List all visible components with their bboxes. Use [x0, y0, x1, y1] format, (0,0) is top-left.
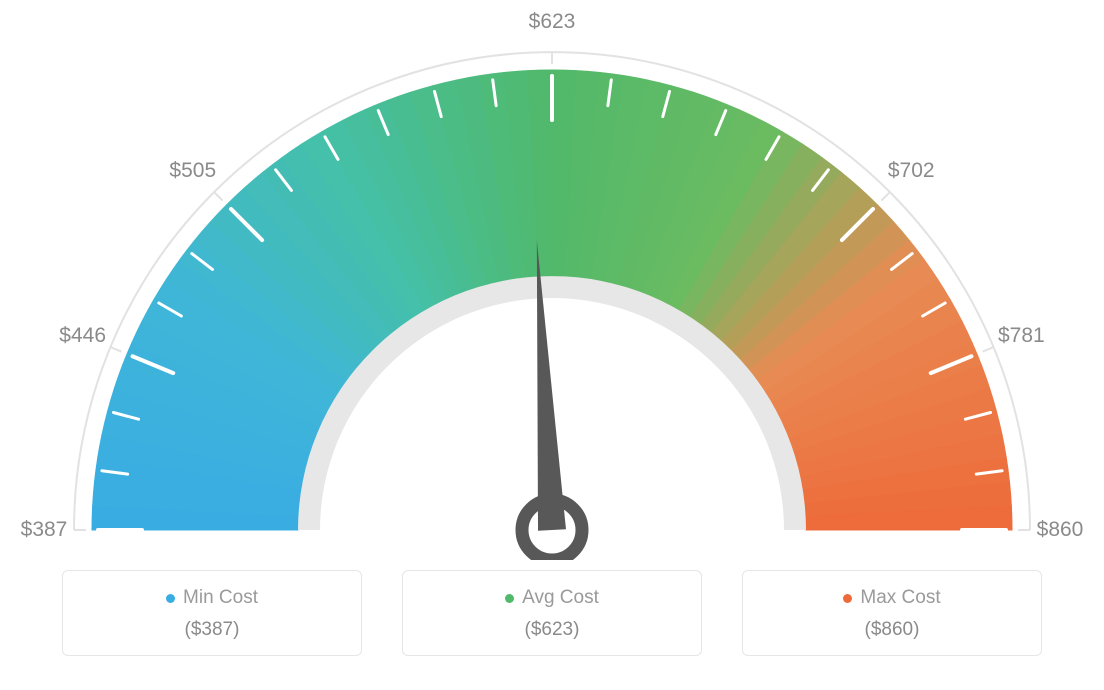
legend-card-min: Min Cost ($387) — [62, 570, 362, 656]
legend-dot-avg — [505, 594, 514, 603]
gauge-tick-label: $505 — [169, 159, 216, 183]
gauge-tick-label: $623 — [529, 10, 576, 34]
legend-label-min: Min Cost — [183, 587, 258, 609]
gauge-chart: $387 $446 $505 $623 $702 $781 $860 — [0, 0, 1104, 560]
legend-label-max: Max Cost — [860, 587, 940, 609]
legend-value-min: ($387) — [73, 619, 351, 641]
legend-value-avg: ($623) — [413, 619, 691, 641]
legend-dot-max — [843, 594, 852, 603]
legend-row: Min Cost ($387) Avg Cost ($623) Max Cost… — [0, 570, 1104, 656]
legend-header: Max Cost — [753, 587, 1031, 609]
gauge-tick-label: $446 — [59, 324, 106, 348]
legend-header: Avg Cost — [413, 587, 691, 609]
legend-label-avg: Avg Cost — [522, 587, 599, 609]
gauge-tick-label: $702 — [888, 159, 935, 183]
legend-dot-min — [166, 594, 175, 603]
gauge-tick-label: $781 — [998, 324, 1045, 348]
gauge-tick-label: $860 — [1037, 518, 1084, 542]
legend-card-max: Max Cost ($860) — [742, 570, 1042, 656]
legend-header: Min Cost — [73, 587, 351, 609]
gauge-tick-label: $387 — [21, 518, 68, 542]
legend-card-avg: Avg Cost ($623) — [402, 570, 702, 656]
legend-value-max: ($860) — [753, 619, 1031, 641]
gauge-svg — [0, 0, 1104, 560]
